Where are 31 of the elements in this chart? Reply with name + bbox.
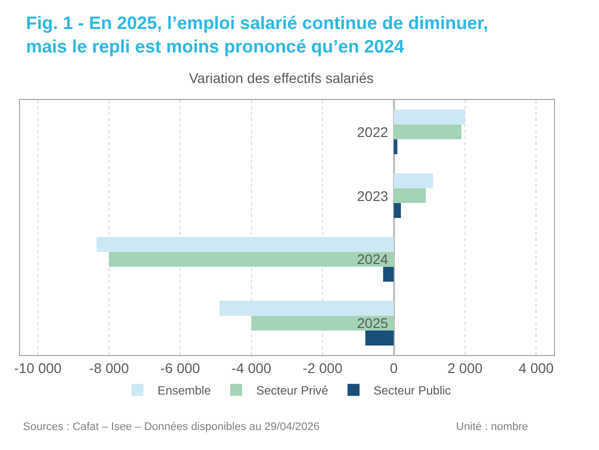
y-tick-label: 2023 (357, 188, 388, 204)
x-tick-label: 0 (390, 360, 398, 376)
bar (394, 203, 401, 218)
bar (96, 237, 394, 252)
bar (219, 300, 394, 316)
chart-title: Fig. 1 - En 2025, l’emploi salarié continue de diminuer, mais le repli est moins prononcé qu’en 2024 (26, 13, 488, 56)
source-note: Sources : Cafat – Isee – Données disponibles au 29/04/2026 (23, 421, 320, 433)
legend-label: Ensemble (158, 384, 212, 398)
bar (383, 266, 394, 282)
text: Unité : nombre (456, 421, 528, 433)
y-tick-label: 2025 (357, 315, 388, 331)
bar (251, 316, 394, 331)
bar (394, 173, 433, 188)
x-tick-label: -4 000 (232, 360, 272, 376)
legend-label: Secteur Public (374, 384, 451, 398)
x-tick-label: 2 000 (447, 360, 483, 376)
bar (365, 330, 394, 346)
y-tick-label: 2022 (357, 124, 388, 140)
legend-label: Secteur Privé (256, 384, 329, 398)
x-tick-label: -10 000 (14, 360, 62, 376)
x-tick-label: 4 000 (518, 360, 554, 376)
bar (394, 124, 462, 140)
bar (394, 139, 398, 154)
x-tick-label: -8 000 (89, 360, 130, 376)
y-tick-label: 2024 (357, 251, 388, 267)
bar (394, 110, 465, 124)
bar (394, 188, 426, 204)
chart-subtitle: Variation des effectifs salariés (189, 70, 374, 86)
bar (109, 252, 394, 267)
x-tick-label: -6 000 (160, 360, 200, 376)
x-tick-label: -2 000 (302, 360, 343, 376)
